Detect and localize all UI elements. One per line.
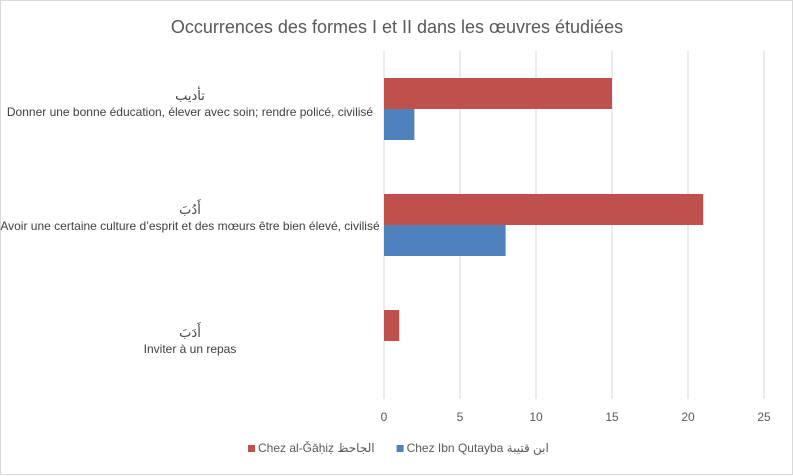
category-2-arabic: أَدُبَ [179,202,201,217]
chart-title: Occurrences des formes I et II dans les … [171,17,623,37]
bar-series1-cat1 [384,78,612,109]
bar-series1-cat2 [384,194,704,225]
x-tick-label-5: 25 [757,410,771,424]
x-tick-label-4: 20 [681,410,695,424]
category-1-text: Donner une bonne éducation, élever avec … [6,105,374,119]
legend-label-1: Chez al-Ǧāḥiẓ الجاحظ [258,440,375,455]
legend-label-2: Chez Ibn Qutayba ابن قتيبة [407,441,549,455]
tick-layer: 0 5 10 15 20 25 [381,410,771,424]
x-tick-label-2: 10 [529,410,543,424]
legend-layer: Chez al-Ǧāḥiẓ الجاحظ Chez Ibn Qutayba ابن… [248,440,549,455]
bar-series2-cat2 [384,225,506,256]
category-3-arabic: أَدَبَ [179,325,201,340]
bar-series1-cat3 [384,310,400,341]
legend-swatch-2 [396,445,404,452]
x-tick-label-0: 0 [381,410,388,424]
bar-series2-cat1 [384,109,415,140]
category-label-3: أَدَبَ Inviter à un repas [0,324,380,358]
category-label-1: تأديب Donner une bonne éducation, élever… [0,87,380,121]
x-tick-label-1: 5 [457,410,464,424]
category-2-text: Avoir une certaine culture d’esprit et d… [0,219,380,233]
category-3-text: Inviter à un repas [143,342,237,356]
legend-swatch-1 [248,445,255,452]
category-label-2: أَدُبَ Avoir une certaine culture d’espr… [0,201,380,235]
category-1-arabic: تأديب [175,88,205,103]
x-tick-label-3: 15 [605,410,619,424]
bar-layer [384,78,704,341]
